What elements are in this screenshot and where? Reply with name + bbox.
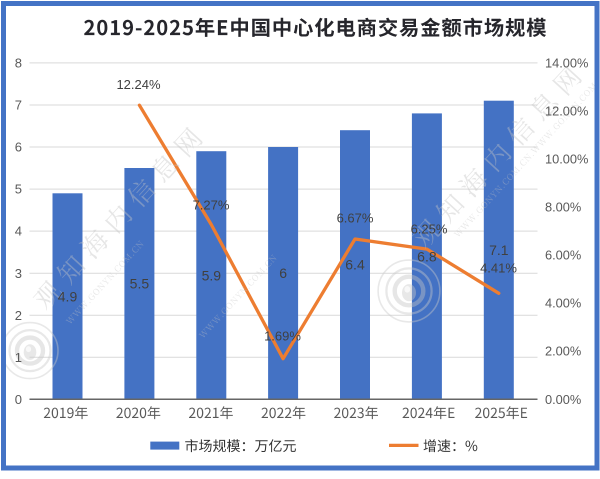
svg-text:6.00%: 6.00% — [545, 248, 581, 263]
svg-text:5.5: 5.5 — [130, 276, 150, 292]
svg-text:4.9: 4.9 — [58, 288, 78, 304]
svg-text:1: 1 — [15, 350, 22, 365]
svg-text:0: 0 — [15, 392, 22, 407]
svg-text:5: 5 — [15, 182, 22, 197]
svg-text:4: 4 — [15, 224, 22, 239]
svg-text:4.00%: 4.00% — [545, 296, 581, 311]
svg-text:3: 3 — [15, 266, 22, 281]
svg-text:5.9: 5.9 — [202, 267, 222, 283]
svg-text:6: 6 — [279, 265, 287, 281]
svg-text:0.00%: 0.00% — [545, 392, 581, 407]
svg-text:7.1: 7.1 — [489, 242, 509, 258]
svg-text:6.67%: 6.67% — [337, 211, 374, 226]
svg-text:6: 6 — [15, 140, 22, 155]
svg-text:12.24%: 12.24% — [116, 77, 161, 92]
svg-text:6.4: 6.4 — [345, 257, 365, 273]
svg-text:7.27%: 7.27% — [193, 198, 230, 213]
svg-text:2: 2 — [15, 308, 22, 323]
svg-text:10.00%: 10.00% — [545, 152, 588, 167]
svg-text:8.00%: 8.00% — [545, 200, 581, 215]
svg-text:6.25%: 6.25% — [411, 222, 448, 237]
svg-text:2.00%: 2.00% — [545, 344, 581, 359]
svg-text:4.41%: 4.41% — [480, 261, 517, 276]
svg-text:7: 7 — [15, 98, 22, 113]
svg-text:8: 8 — [15, 56, 22, 71]
svg-text:12.00%: 12.00% — [545, 104, 588, 119]
svg-text:1.69%: 1.69% — [264, 329, 301, 344]
svg-text:6.8: 6.8 — [417, 248, 437, 264]
svg-text:14.00%: 14.00% — [545, 55, 588, 70]
